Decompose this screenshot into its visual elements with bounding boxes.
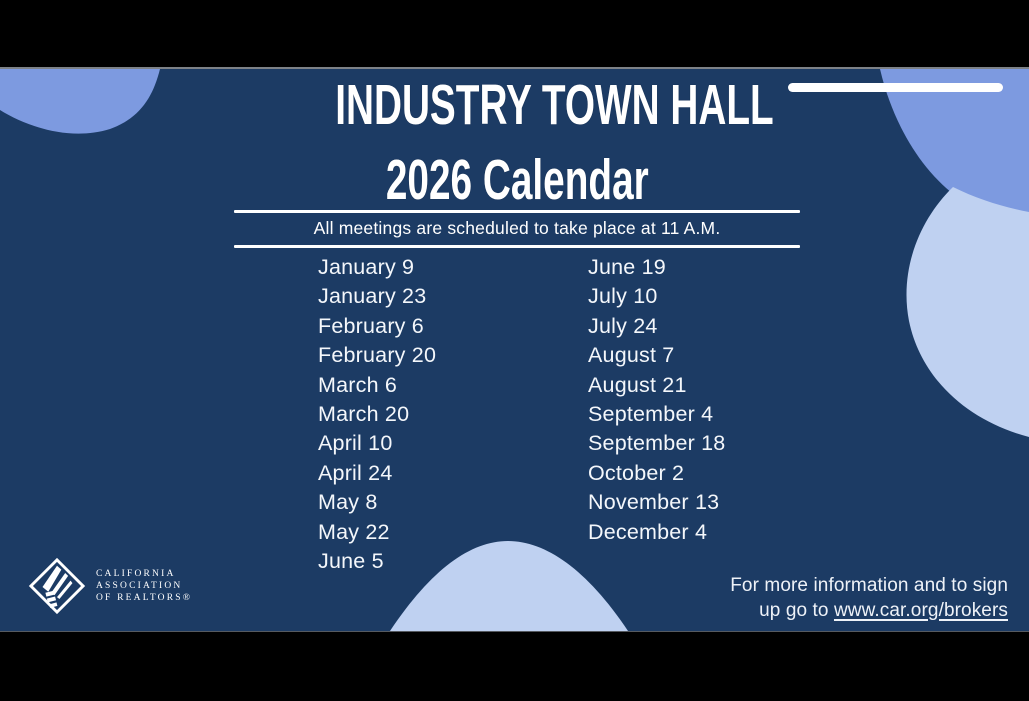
car-logo-icon <box>28 557 86 615</box>
meeting-dates-list-right: June 19 July 10 July 24 August 7 August 21 Se… <box>588 253 725 547</box>
subtitle-block: All meetings are scheduled to take place… <box>234 210 800 248</box>
footer-line-1: For more information and to sign <box>730 575 1008 596</box>
date-item: December 4 <box>588 519 708 544</box>
date-item: February 6 <box>318 313 424 338</box>
date-item: August 7 <box>588 343 675 368</box>
title-line-2: 2026 Calendar <box>232 150 802 225</box>
title-text-1: INDUSTRY TOWN HALL <box>335 73 774 137</box>
date-item: May 22 <box>318 519 390 544</box>
footer-line-2: up go to www.car.org/brokers <box>730 599 1008 624</box>
car-logo: CALIFORNIA ASSOCIATION OF REALTORS® <box>28 557 192 615</box>
date-item: April 10 <box>318 431 393 456</box>
date-item: March 6 <box>318 372 398 397</box>
date-item: April 24 <box>318 460 393 485</box>
date-item: November 13 <box>588 490 720 515</box>
date-item: May 8 <box>318 490 378 515</box>
car-logo-text: CALIFORNIA ASSOCIATION OF REALTORS® <box>96 568 192 604</box>
logo-line-1: CALIFORNIA <box>96 569 176 579</box>
date-item: January 9 <box>318 255 415 279</box>
page-title: INDUSTRY TOWN HALL 2026 Calendar <box>232 75 802 225</box>
blob-right <box>906 187 1029 437</box>
date-item: July 10 <box>588 284 658 309</box>
footer-line-2-prefix: up go to <box>759 599 834 621</box>
divider-line-bottom <box>234 245 800 248</box>
date-item: September 4 <box>588 402 714 427</box>
accent-dash-decoration <box>788 83 1003 92</box>
date-item: October 2 <box>588 460 685 485</box>
footer-info: For more information and to sign up go t… <box>730 574 1008 623</box>
blob-top-left <box>0 69 160 134</box>
date-item: September 18 <box>588 431 726 456</box>
meeting-dates-list-left: January 9 January 23 February 6 February 20… <box>318 253 436 576</box>
car-brokers-link[interactable]: www.car.org/brokers <box>833 599 1008 621</box>
title-line-1: INDUSTRY TOWN HALL <box>232 75 802 150</box>
blob-top-right <box>880 69 1029 227</box>
title-text-2: 2026 Calendar <box>385 148 649 212</box>
date-item: August 21 <box>588 372 687 397</box>
background-blobs-decoration <box>0 69 1029 631</box>
date-item: February 20 <box>318 343 437 368</box>
subtitle-text: All meetings are scheduled to take place… <box>313 218 721 238</box>
date-item: March 20 <box>318 402 410 427</box>
logo-line-3: OF REALTORS® <box>96 593 193 603</box>
slide-canvas: INDUSTRY TOWN HALL 2026 Calendar All mee… <box>0 67 1029 632</box>
blob-bottom-center <box>390 541 628 631</box>
date-item: July 24 <box>588 313 658 338</box>
divider-line-top <box>234 210 800 213</box>
date-item: January 23 <box>318 284 427 309</box>
date-item: June 19 <box>588 255 666 279</box>
logo-line-2: ASSOCIATION <box>96 581 183 591</box>
date-item: June 5 <box>318 549 384 574</box>
